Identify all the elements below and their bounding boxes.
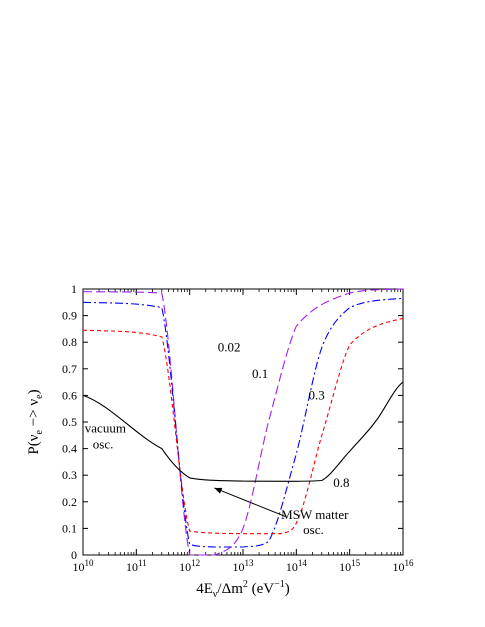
y-tick-label: 0.5 <box>62 415 77 429</box>
series-lines <box>82 288 404 556</box>
axis-ticks: 0 0.1 0.2 0.3 0.4 0.5 0.6 0.7 0.8 0.9 1 1010 1011 101… <box>62 282 414 574</box>
msw-annotation: MSW matter <box>281 507 349 522</box>
series-label: 0.8 <box>333 475 349 490</box>
series-label: 0.3 <box>308 387 324 402</box>
y-tick-label: 0 <box>71 548 77 562</box>
msw-annotation-line2: osc. <box>303 522 324 537</box>
x-tick-label: 1014 <box>286 558 308 574</box>
series-labels: 0.02 0.1 0.3 0.8 <box>218 340 350 491</box>
x-tick-label: 1010 <box>73 558 95 574</box>
y-tick-label: 0.1 <box>62 521 77 535</box>
y-axis-title: P(νe −> νe) <box>26 389 45 454</box>
arrow-head <box>214 487 223 494</box>
vacuum-annotation-line2: osc. <box>93 437 114 452</box>
plot-frame <box>82 288 404 556</box>
y-tick-label: 0.2 <box>62 495 77 509</box>
y-tick-label: 0.4 <box>62 442 77 456</box>
x-tick-label: 1011 <box>126 558 147 574</box>
series-line-0.3 <box>82 317 404 535</box>
x-tick-label: 1012 <box>179 558 200 574</box>
y-tick-label: 0.7 <box>62 362 77 376</box>
y-tick-label: 0.6 <box>62 388 77 402</box>
arrow-line <box>214 487 286 517</box>
series-label: 0.1 <box>252 366 268 381</box>
y-tick-label: 0.8 <box>62 335 77 349</box>
series-line-0.1 <box>82 297 404 548</box>
x-tick-label: 1015 <box>339 558 361 574</box>
vacuum-annotation: vacuum <box>85 421 126 436</box>
series-line-0.02 <box>82 288 404 556</box>
series-line-0.8 <box>82 381 404 482</box>
y-tick-label: 1 <box>71 282 77 296</box>
series-label: 0.02 <box>218 340 241 355</box>
y-tick-label: 0.3 <box>62 468 77 482</box>
x-tick-label: 1016 <box>393 558 415 574</box>
y-tick-label: 0.9 <box>62 309 77 323</box>
x-tick-label: 1013 <box>233 558 255 574</box>
x-axis-title: 4Eν/Δm2 (eV−1) <box>196 579 290 600</box>
